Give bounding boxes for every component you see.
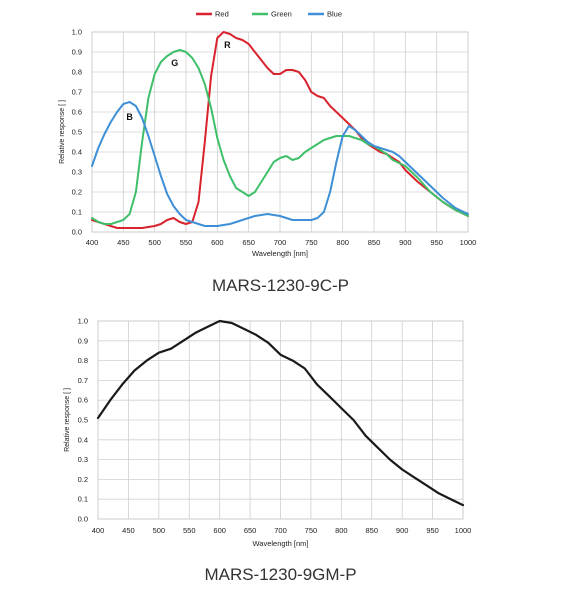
y-tick-label: 0.8: [78, 356, 88, 365]
x-tick-label: 500: [153, 526, 166, 535]
x-axis-label: Wavelength [nm]: [253, 539, 309, 548]
legend-item-blue: Blue: [308, 10, 342, 19]
x-tick-label: 450: [122, 526, 135, 535]
legend-label: Red: [215, 10, 229, 19]
y-tick-label: 0.6: [78, 396, 88, 405]
x-tick-label: 550: [183, 526, 196, 535]
y-axis-label: Relative response [ ]: [59, 100, 66, 164]
x-tick-label: 1000: [460, 238, 477, 247]
y-tick-label: 0.1: [72, 208, 82, 217]
x-tick-label: 800: [336, 238, 349, 247]
y-tick-label: 0.7: [72, 88, 82, 97]
x-tick-label: 800: [335, 526, 348, 535]
y-tick-label: 0.3: [78, 455, 88, 464]
mono-chart: 400 450 500 550 600 650 700 750 800 850 900 950 1000…: [64, 317, 471, 549]
mono-series-line: [96, 319, 465, 507]
y-axis-label: Relative response [ ]: [64, 388, 71, 452]
y-tick-label: 0.3: [72, 168, 82, 177]
legend-item-red: Red: [196, 10, 229, 19]
y-tick-label: 0.4: [78, 435, 88, 444]
x-tick-label: 400: [92, 526, 105, 535]
x-tick-label: 600: [213, 526, 226, 535]
x-axis-label: Wavelength [nm]: [252, 249, 308, 258]
y-tick-label: 0.1: [78, 495, 88, 504]
x-tick-label: 850: [368, 238, 381, 247]
x-tick-label: 550: [180, 238, 193, 247]
y-tick-label: 0.2: [72, 188, 82, 197]
x-tick-label: 900: [399, 238, 412, 247]
blue-series-line: [91, 101, 469, 227]
x-tick-label: 700: [274, 526, 287, 535]
color-model-caption: MARS-1230-9C-P: [212, 276, 349, 295]
y-tick-label: 0.8: [72, 68, 82, 77]
y-tick-label: 0.2: [78, 475, 88, 484]
color-chart: 400 450 500 550 600 650 700 750 800 850 900 950 1000…: [59, 10, 476, 259]
curve-annotation: B: [126, 112, 133, 122]
curve-annotation: G: [171, 58, 178, 68]
x-tick-label: 900: [396, 526, 409, 535]
y-tick-label: 0.0: [78, 515, 88, 524]
y-tick-label: 0.9: [72, 48, 82, 57]
y-tick-label: 0.6: [72, 108, 82, 117]
x-tick-label: 650: [244, 526, 257, 535]
x-tick-label: 1000: [455, 526, 472, 535]
y-tick-label: 0.7: [78, 376, 88, 385]
x-tick-label: 600: [211, 238, 224, 247]
y-tick-label: 1.0: [78, 317, 88, 326]
y-tick-label: 1.0: [72, 28, 82, 37]
x-tick-label: 950: [430, 238, 443, 247]
y-tick-label: 0.4: [72, 148, 82, 157]
legend-label: Blue: [327, 10, 342, 19]
legend-item-green: Green: [252, 10, 292, 19]
x-tick-label: 650: [242, 238, 255, 247]
x-tick-label: 700: [274, 238, 287, 247]
x-tick-label: 500: [148, 238, 161, 247]
x-tick-label: 450: [117, 238, 130, 247]
y-tick-label: 0.0: [72, 228, 82, 237]
legend-label: Green: [271, 10, 292, 19]
curve-annotation: R: [224, 40, 231, 50]
x-tick-label: 850: [365, 526, 378, 535]
mono-model-caption: MARS-1230-9GM-P: [204, 565, 357, 584]
x-tick-label: 400: [86, 238, 99, 247]
y-tick-label: 0.5: [72, 128, 82, 137]
x-tick-label: 750: [305, 238, 318, 247]
y-tick-label: 0.5: [78, 416, 88, 425]
y-tick-label: 0.9: [78, 336, 88, 345]
x-tick-label: 750: [305, 526, 318, 535]
x-tick-label: 950: [426, 526, 439, 535]
